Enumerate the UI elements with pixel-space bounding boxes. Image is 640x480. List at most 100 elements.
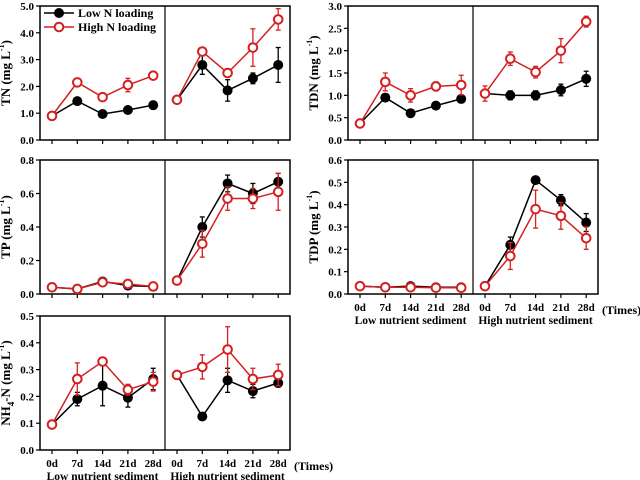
y-label-text: TN (mg L: [0, 51, 13, 106]
y-tick-label: 0.3: [328, 222, 342, 234]
data-point: [171, 94, 183, 106]
y-tick-label: 0.5: [328, 113, 342, 125]
data-point: [147, 376, 159, 387]
x-tick-label: 14d: [527, 302, 544, 314]
y-tick-label: 5.0: [20, 1, 34, 13]
y-label-text: ): [0, 340, 13, 344]
y-axis-label: TDN (mg L-1): [305, 35, 321, 110]
data-point: [455, 79, 467, 91]
y-tick-label: 0.2: [20, 256, 34, 268]
data-point: [430, 282, 442, 294]
y-label-superscript: -1: [0, 345, 6, 352]
data-point: [197, 59, 208, 70]
data-point: [479, 88, 491, 99]
data-point: [72, 283, 83, 295]
data-point: [405, 282, 416, 293]
panel-nh4: 0.0 0.1 0.2 0.3 0.4 0.5 0d 7d 14d 21d 28d 0d 7d 14d 21…: [0, 311, 333, 480]
data-point: [122, 384, 134, 396]
data-point: [555, 210, 567, 222]
data-point: [147, 281, 159, 292]
data-point: [222, 193, 233, 204]
x-unit-label: (Times): [602, 303, 640, 317]
x-tick-label: 7d: [379, 302, 391, 314]
y-tick-label: 1.0: [20, 108, 34, 120]
data-point: [354, 280, 366, 292]
data-point: [555, 84, 566, 95]
x-tick-label: 21d: [244, 458, 261, 470]
y-tick-label: 1.5: [328, 68, 342, 80]
x-tick-label: 28d: [270, 458, 287, 470]
data-point: [505, 250, 516, 262]
data-point: [197, 238, 208, 250]
x-tick-label: 14d: [94, 458, 111, 470]
data-point: [247, 373, 259, 385]
data-point: [72, 96, 83, 107]
x-tick-label: 14d: [219, 458, 236, 470]
data-point: [46, 110, 58, 122]
data-point: [72, 77, 83, 88]
y-label-text: TP (mg L: [0, 206, 13, 259]
series-high-n: [46, 8, 284, 122]
y-tick-label: 3.0: [20, 55, 34, 67]
data-point: [222, 85, 233, 96]
data-point: [380, 92, 391, 103]
x-tick-label: 21d: [552, 302, 569, 314]
y-tick-label: 0.8: [20, 155, 34, 167]
data-point: [430, 81, 442, 92]
data-point: [505, 90, 516, 101]
panel-tp: 0.0 0.2 0.4 0.6 0.8 TP (mg L-1): [0, 155, 291, 301]
x-tick-label: 7d: [196, 458, 208, 470]
series-line: [484, 21, 587, 94]
x-tick-label: 21d: [119, 458, 136, 470]
y-tick-label: 0.5: [328, 177, 342, 189]
y-label-text: -N (mg L: [0, 351, 13, 402]
y-tick-label: 2.5: [328, 23, 342, 35]
group-label: Low nutrient sediment: [355, 315, 467, 327]
data-point: [456, 93, 467, 104]
y-label-text: ): [306, 190, 321, 194]
y-tick-label: 0.6: [20, 189, 34, 201]
panel-tn: 0.0 1.0 2.0 3.0 4.0 5.0 TN (mg L-1): [0, 1, 291, 147]
y-tick-label: 0.3: [20, 365, 34, 377]
legend-high-n-label: High N loading: [78, 20, 156, 34]
series-high-n: [354, 15, 592, 129]
data-point: [222, 375, 233, 386]
y-tick-label: 0.1: [20, 418, 34, 430]
y-tick-label: 4.0: [20, 28, 34, 40]
data-point: [97, 356, 108, 367]
x-tick-label: 0d: [46, 458, 58, 470]
x-tick-label: 0d: [171, 458, 183, 470]
data-point: [222, 344, 233, 355]
data-point: [97, 276, 108, 288]
data-point: [97, 91, 108, 103]
x-tick-label: 7d: [71, 458, 83, 470]
legend-low-n-label: Low N loading: [78, 6, 153, 20]
y-label-superscript: -1: [305, 195, 314, 202]
data-point: [479, 280, 491, 292]
y-axis-label: TN (mg L-1): [0, 40, 13, 106]
y-label-text: TDN (mg L: [306, 46, 321, 111]
x-tick-label: 14d: [402, 302, 419, 314]
data-point: [430, 100, 441, 111]
data-point: [272, 14, 284, 25]
y-tick-label: 0.0: [328, 135, 342, 147]
y-tick-label: 0.4: [328, 200, 342, 212]
data-point: [581, 73, 592, 84]
x-tick-label: 21d: [427, 302, 444, 314]
x-tick-label: 7d: [504, 302, 516, 314]
data-point: [147, 70, 159, 81]
legend-low-n-marker: [54, 8, 64, 18]
data-point: [46, 282, 58, 293]
series-high-n: [46, 326, 284, 430]
y-tick-label: 2.0: [20, 81, 34, 93]
data-point: [354, 118, 366, 129]
data-point: [455, 282, 467, 294]
y-label-text: TDP (mg L: [306, 201, 321, 263]
y-axis-label: TDP (mg L-1): [305, 190, 321, 263]
data-point: [273, 59, 284, 70]
y-tick-label: 0.0: [20, 445, 34, 457]
group-label: High nutrient sediment: [170, 471, 285, 480]
y-label-superscript: -1: [0, 44, 6, 51]
y-label-text: ): [0, 40, 13, 44]
